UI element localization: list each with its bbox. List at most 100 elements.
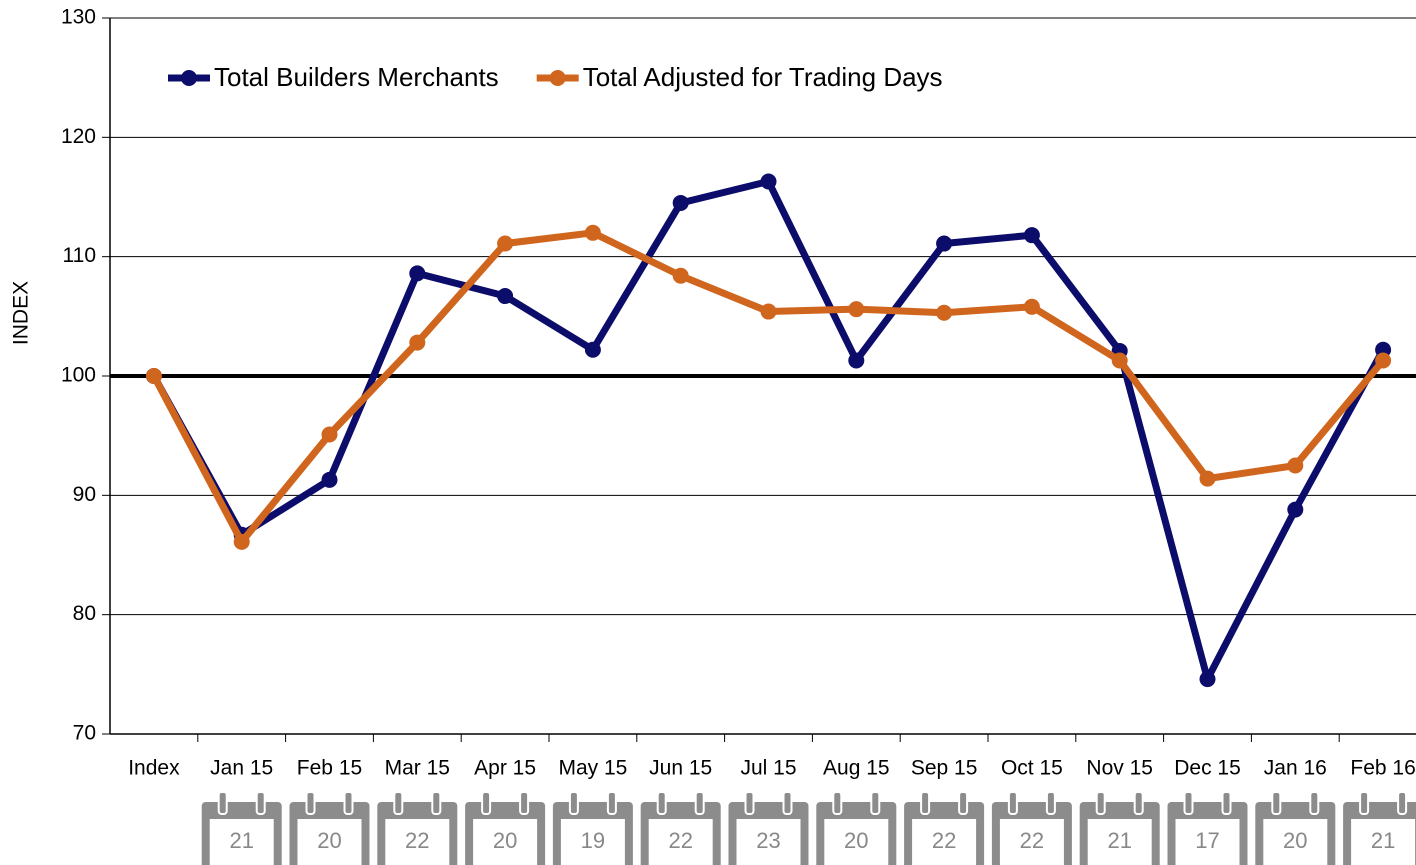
calendar-face bbox=[1263, 819, 1328, 865]
x-tick-label: Apr 15 bbox=[474, 757, 536, 780]
legend-label: Total Adjusted for Trading Days bbox=[583, 62, 943, 92]
x-tick-label: Oct 15 bbox=[1001, 757, 1063, 780]
calendar-ring bbox=[782, 791, 793, 815]
calendar-ring bbox=[1133, 791, 1144, 815]
calendar-face bbox=[912, 819, 977, 865]
calendar-ring bbox=[958, 791, 969, 815]
y-tick-label: 130 bbox=[61, 6, 96, 29]
y-axis-label: INDEX bbox=[10, 281, 33, 345]
calendar-ring bbox=[656, 791, 667, 815]
calendar-face bbox=[824, 819, 889, 865]
calendar-ring bbox=[343, 791, 354, 815]
trading-days: 20 bbox=[1283, 828, 1307, 853]
x-tick-label: Nov 15 bbox=[1086, 757, 1153, 780]
calendar-icon: 22 bbox=[991, 791, 1072, 865]
x-tick-label: Feb 16 bbox=[1350, 757, 1415, 780]
trading-days: 21 bbox=[229, 828, 253, 853]
x-tick-label: Index bbox=[128, 757, 180, 780]
calendar-ring bbox=[255, 791, 266, 815]
trading-days: 19 bbox=[581, 828, 605, 853]
series-point bbox=[1111, 352, 1128, 369]
calendar-ring bbox=[1095, 791, 1106, 815]
calendar-ring bbox=[694, 791, 705, 815]
series-point bbox=[1287, 501, 1304, 518]
y-tick-label: 90 bbox=[73, 483, 96, 506]
calendar-icon: 22 bbox=[904, 791, 985, 865]
trading-days: 22 bbox=[405, 828, 429, 853]
series-point bbox=[409, 265, 426, 282]
x-tick-label: May 15 bbox=[558, 757, 627, 780]
calendar-ring bbox=[744, 791, 755, 815]
series-point bbox=[321, 471, 338, 488]
series-point bbox=[760, 303, 777, 320]
series-point bbox=[1199, 470, 1216, 487]
legend-marker bbox=[549, 70, 566, 86]
y-tick-label: 80 bbox=[73, 602, 96, 625]
calendar-face bbox=[648, 819, 713, 865]
calendar-ring bbox=[1359, 791, 1370, 815]
calendar-ring bbox=[393, 791, 404, 815]
series-point bbox=[497, 235, 514, 252]
legend-label: Total Builders Merchants bbox=[214, 62, 499, 92]
series-point bbox=[1199, 671, 1216, 688]
series-point bbox=[233, 533, 250, 550]
series-point bbox=[936, 304, 953, 321]
calendar-ring bbox=[1309, 791, 1320, 815]
calendar-icon: 20 bbox=[465, 791, 546, 865]
calendar-face bbox=[999, 819, 1064, 865]
calendar-icon: 19 bbox=[552, 791, 633, 865]
calendar-ring bbox=[1045, 791, 1056, 815]
calendar-icon: 20 bbox=[1255, 791, 1336, 865]
series-point bbox=[672, 267, 689, 284]
series-point bbox=[1023, 298, 1040, 315]
calendar-ring bbox=[606, 791, 617, 815]
calendar-face bbox=[297, 819, 362, 865]
calendar-ring bbox=[431, 791, 442, 815]
y-tick-label: 120 bbox=[61, 125, 96, 148]
trading-days: 23 bbox=[756, 828, 780, 853]
trading-days: 21 bbox=[1371, 828, 1395, 853]
y-tick-label: 110 bbox=[63, 244, 96, 267]
trading-days: 20 bbox=[493, 828, 517, 853]
series-point bbox=[1023, 227, 1040, 244]
calendar-face bbox=[1175, 819, 1240, 865]
calendar-ring bbox=[870, 791, 881, 815]
calendar-face bbox=[736, 819, 801, 865]
calendar-ring bbox=[481, 791, 492, 815]
calendar-ring bbox=[519, 791, 530, 815]
calendar-ring bbox=[1271, 791, 1282, 815]
series-point bbox=[672, 194, 689, 211]
calendar-icon: 20 bbox=[289, 791, 370, 865]
x-tick-label: Dec 15 bbox=[1174, 757, 1241, 780]
calendar-ring bbox=[1183, 791, 1194, 815]
x-tick-label: Feb 15 bbox=[297, 757, 362, 780]
trading-days: 22 bbox=[932, 828, 956, 853]
legend-marker bbox=[181, 70, 197, 86]
calendar-ring bbox=[568, 791, 579, 815]
x-tick-label: Jan 15 bbox=[210, 757, 273, 780]
series-point bbox=[409, 334, 426, 351]
x-tick-label: Aug 15 bbox=[823, 757, 890, 780]
series-point bbox=[760, 173, 777, 190]
calendar-ring bbox=[305, 791, 316, 815]
calendar-icon: 21 bbox=[1079, 791, 1160, 865]
series-point bbox=[321, 426, 338, 443]
x-tick-label: Jan 16 bbox=[1264, 757, 1327, 780]
calendar-face bbox=[385, 819, 450, 865]
x-tick-label: Mar 15 bbox=[385, 757, 450, 780]
calendar-face bbox=[209, 819, 274, 865]
series-point bbox=[584, 224, 601, 241]
trading-days: 22 bbox=[1020, 828, 1044, 853]
calendar-icon: 20 bbox=[816, 791, 897, 865]
series-point bbox=[936, 235, 953, 252]
trading-days: 21 bbox=[1107, 828, 1131, 853]
series-point bbox=[1287, 457, 1304, 474]
trading-days: 17 bbox=[1195, 828, 1219, 853]
series-point bbox=[1375, 352, 1392, 369]
x-tick-label: Jul 15 bbox=[740, 757, 796, 780]
trading-days: 20 bbox=[844, 828, 868, 853]
y-tick-label: 70 bbox=[73, 722, 96, 745]
series-point bbox=[497, 288, 514, 305]
calendar-ring bbox=[1221, 791, 1232, 815]
